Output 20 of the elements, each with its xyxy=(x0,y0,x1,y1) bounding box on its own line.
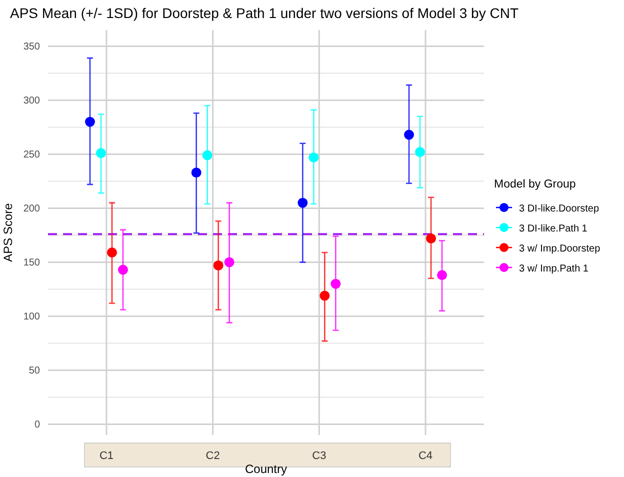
y-tick-label: 150 xyxy=(23,257,40,268)
y-axis-title: APS Score xyxy=(1,202,15,262)
x-tick-label: C4 xyxy=(418,450,433,462)
legend-label: 3 w/ Imp.Path 1 xyxy=(519,264,589,274)
chart-title: APS Mean (+/- 1SD) for Doorstep & Path 1 under two versions of Model 3 by CNT xyxy=(10,5,519,21)
y-tick-label: 350 xyxy=(23,41,40,52)
legend-label: 3 DI-like.Path 1 xyxy=(519,224,588,234)
x-tick-label: C2 xyxy=(206,450,220,462)
y-tick-label: 300 xyxy=(23,95,40,106)
y-tick-label: 50 xyxy=(28,365,40,376)
legend-label: 3 w/ Imp.Doorstep xyxy=(519,244,601,254)
y-tick-label: 250 xyxy=(23,149,40,160)
x-axis-title: Country xyxy=(244,462,288,476)
y-tick-label: 0 xyxy=(34,419,40,430)
y-tick-label: 100 xyxy=(23,311,40,322)
x-tick-label: C3 xyxy=(312,450,326,462)
x-tick-label: C1 xyxy=(99,450,114,462)
legend-title: Model by Group xyxy=(494,178,576,190)
legend-label: 3 DI-like.Doorstep xyxy=(519,204,600,214)
y-tick-label: 200 xyxy=(23,203,40,214)
